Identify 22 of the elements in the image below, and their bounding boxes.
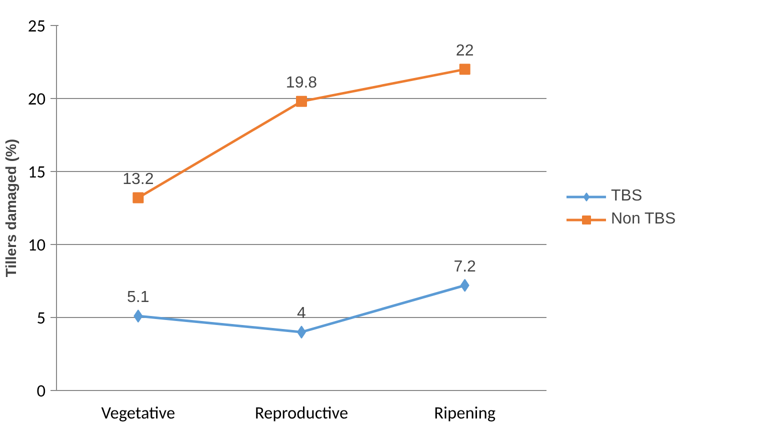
point: [132, 192, 144, 204]
y-tick-label: 0: [36, 380, 46, 402]
point: [459, 64, 470, 75]
data-label: 19.8: [286, 74, 318, 92]
x-tick-label: Reproductive: [254, 402, 348, 424]
y-tick-label: 5: [36, 306, 46, 328]
legend-label: TBS: [611, 187, 642, 205]
point: [296, 96, 307, 107]
data-label: 7.2: [454, 258, 476, 276]
y-tick-label: 25: [28, 14, 46, 36]
data-label: 13.2: [122, 170, 154, 188]
data-label: 5.1: [127, 289, 150, 306]
x-tick-label: Ripening: [434, 402, 496, 424]
y-tick-label: 10: [28, 234, 46, 256]
y-axis-title: Tillers damaged (%): [4, 138, 20, 278]
point: [460, 278, 470, 292]
data-label: 22: [456, 42, 474, 60]
x-tick-label: Vegetative: [101, 402, 176, 424]
y-tick-label: 20: [28, 88, 46, 110]
legend-label: Non TBS: [611, 210, 676, 228]
point: [134, 310, 143, 323]
y-tick-label: 15: [28, 160, 46, 182]
